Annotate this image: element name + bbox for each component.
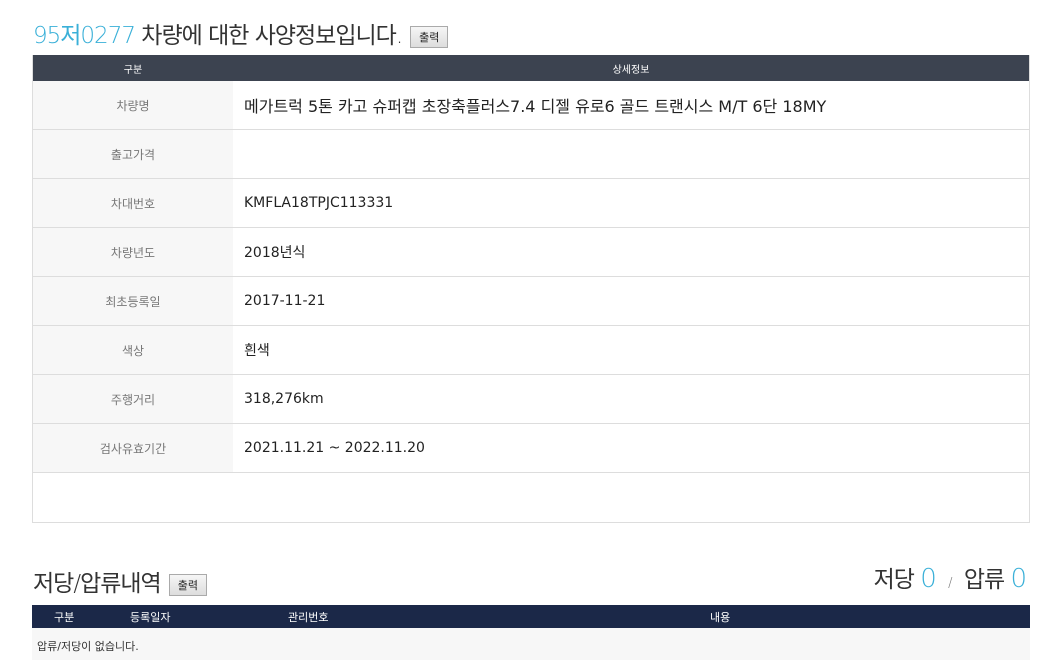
row-value: 2017-11-21 xyxy=(244,293,326,309)
print-button[interactable]: 출력 xyxy=(410,26,449,48)
row-label: 차량년도 xyxy=(33,228,233,276)
plate-number: 95저0277 xyxy=(33,23,136,49)
lien-title-text: 저당/압류내역 xyxy=(33,571,162,597)
table-row: 검사유효기간 2021.11.21 ~ 2022.11.20 xyxy=(33,424,1029,473)
row-label: 검사유효기간 xyxy=(33,424,233,472)
row-label: 주행거리 xyxy=(33,375,233,423)
title-text: 차량에 대한 사양정보입니다. xyxy=(134,23,403,49)
row-label: 차량명 xyxy=(33,81,233,129)
row-value: 318,276km xyxy=(244,391,324,407)
header-detail: 상세정보 xyxy=(612,64,650,76)
row-value: 흰색 xyxy=(244,343,270,359)
col-content: 내용 xyxy=(710,611,731,624)
row-label: 출고가격 xyxy=(33,130,233,178)
row-label: 최초등록일 xyxy=(33,277,233,325)
table-row: 주행거리 318,276km xyxy=(33,375,1029,424)
page-title: 95저0277 차량에 대한 사양정보입니다. 출력 xyxy=(33,16,449,50)
seizure-label: 압류 xyxy=(963,567,1005,593)
lien-empty-row: 압류/저당이 없습니다. xyxy=(32,628,1030,660)
separator: / xyxy=(948,576,953,591)
col-category: 구분 xyxy=(54,611,75,624)
spec-table-header: 구분 상세정보 xyxy=(33,55,1029,81)
table-row: 출고가격 xyxy=(33,130,1029,179)
row-label: 차대번호 xyxy=(33,179,233,227)
row-value xyxy=(233,130,1029,178)
table-row: 차대번호 KMFLA18TPJC113331 xyxy=(33,179,1029,228)
row-value: 메가트럭 5톤 카고 슈퍼캡 초장축플러스7.4 디젤 유로6 골드 트랜시스 … xyxy=(244,97,827,116)
lien-title: 저당/압류내역 출력 xyxy=(33,564,207,598)
seizure-count: 0 xyxy=(1010,564,1027,594)
row-label: 색상 xyxy=(33,326,233,374)
spec-table: 구분 상세정보 차량명 메가트럭 5톤 카고 슈퍼캡 초장축플러스7.4 디젤 유… xyxy=(32,55,1030,523)
mortgage-label: 저당 xyxy=(873,567,915,593)
blank-area xyxy=(33,473,1029,522)
col-number: 관리번호 xyxy=(288,611,329,624)
row-value: KMFLA18TPJC113331 xyxy=(244,195,394,211)
row-value: 2018년식 xyxy=(244,245,306,261)
table-row: 차량명 메가트럭 5톤 카고 슈퍼캡 초장축플러스7.4 디젤 유로6 골드 트랜… xyxy=(33,81,1029,130)
table-row: 색상 흰색 xyxy=(33,326,1029,375)
lien-print-button[interactable]: 출력 xyxy=(168,574,207,596)
lien-counts: 저당 0 / 압류 0 xyxy=(873,560,1027,594)
lien-table-header: 구분 등록일자 관리번호 내용 xyxy=(32,605,1030,628)
col-date: 등록일자 xyxy=(130,611,171,624)
table-row: 차량년도 2018년식 xyxy=(33,228,1029,277)
mortgage-count: 0 xyxy=(920,564,937,594)
table-row: 최초등록일 2017-11-21 xyxy=(33,277,1029,326)
row-value: 2021.11.21 ~ 2022.11.20 xyxy=(244,440,425,456)
header-category: 구분 xyxy=(123,64,143,76)
